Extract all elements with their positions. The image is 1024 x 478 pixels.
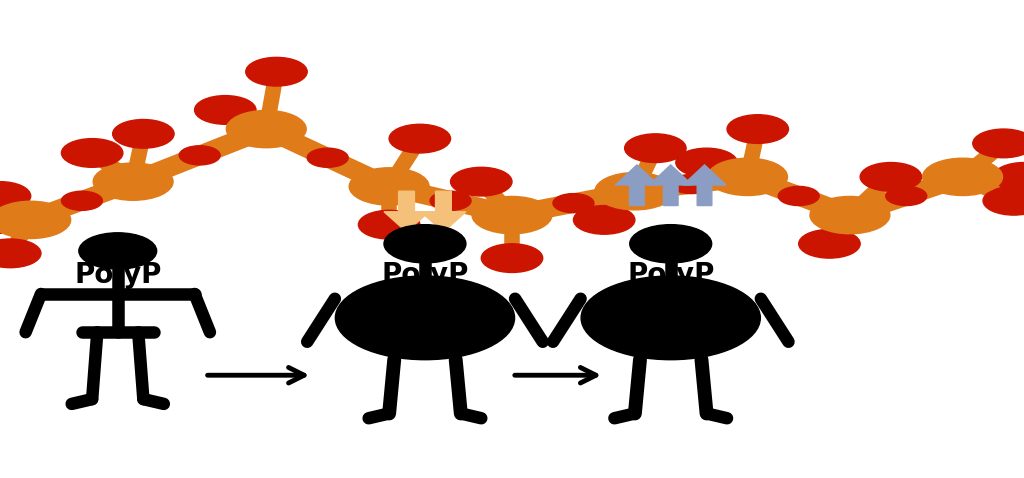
Circle shape (727, 115, 788, 143)
Circle shape (195, 96, 256, 124)
Circle shape (630, 225, 712, 263)
Ellipse shape (336, 276, 514, 359)
FancyArrow shape (384, 191, 429, 232)
Circle shape (983, 186, 1024, 215)
Circle shape (799, 229, 860, 258)
Circle shape (886, 186, 927, 206)
Circle shape (113, 120, 174, 148)
Circle shape (472, 196, 552, 234)
Circle shape (246, 57, 307, 86)
Circle shape (179, 146, 220, 165)
Circle shape (389, 124, 451, 153)
Circle shape (93, 163, 173, 200)
Circle shape (430, 191, 471, 210)
Circle shape (307, 148, 348, 167)
Circle shape (349, 168, 429, 205)
Circle shape (451, 167, 512, 196)
Circle shape (778, 186, 819, 206)
Circle shape (595, 173, 675, 210)
Circle shape (993, 163, 1024, 191)
Text: PolyP: PolyP (627, 261, 715, 289)
Circle shape (973, 129, 1024, 158)
Circle shape (860, 163, 922, 191)
Circle shape (573, 206, 635, 234)
Circle shape (79, 233, 157, 269)
FancyArrow shape (615, 165, 658, 206)
Circle shape (0, 201, 71, 239)
Circle shape (553, 194, 594, 213)
Circle shape (625, 134, 686, 163)
Circle shape (708, 158, 787, 196)
Circle shape (676, 148, 737, 177)
Ellipse shape (582, 276, 760, 359)
Circle shape (0, 206, 20, 234)
Circle shape (481, 244, 543, 272)
Circle shape (61, 139, 123, 167)
Circle shape (810, 196, 890, 234)
FancyArrow shape (649, 165, 692, 206)
Text: PolyP: PolyP (74, 261, 162, 289)
Circle shape (671, 174, 712, 194)
Circle shape (61, 191, 102, 210)
Text: PolyP: PolyP (381, 261, 469, 289)
FancyArrow shape (683, 165, 726, 206)
Circle shape (0, 239, 41, 268)
Circle shape (358, 210, 420, 239)
FancyArrow shape (421, 191, 466, 232)
Circle shape (226, 110, 306, 148)
Circle shape (923, 158, 1002, 196)
Circle shape (0, 182, 31, 210)
Circle shape (384, 225, 466, 263)
